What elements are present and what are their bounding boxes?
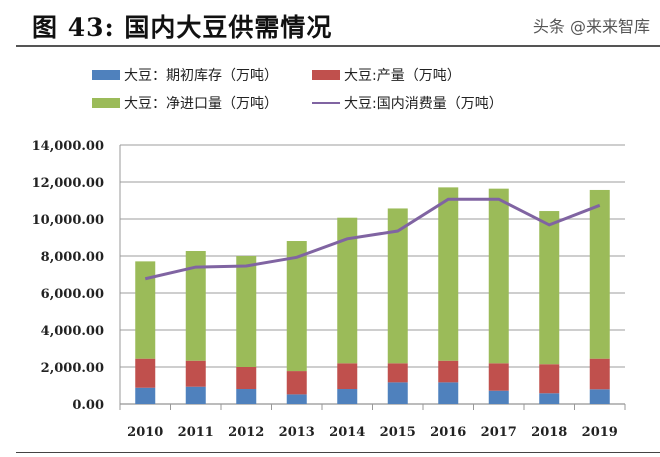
- bar-segment: [589, 389, 610, 404]
- bar-segment: [337, 217, 358, 364]
- bar-segment: [236, 256, 257, 367]
- legend-label: 大豆:国内消费量（万吨）: [344, 96, 503, 112]
- bar-segment: [135, 261, 156, 359]
- legend-label: 大豆:产量（万吨）: [344, 68, 461, 84]
- consumption-line: [144, 197, 601, 281]
- figure-title: 图 43: 国内大豆供需情况: [32, 13, 333, 42]
- bar-segment: [387, 382, 408, 404]
- bar-segment: [135, 387, 156, 404]
- x-tick-label: 2010: [127, 425, 163, 440]
- bar-segment: [539, 211, 560, 365]
- bottom-divider: [16, 452, 660, 453]
- x-tick-label: 2017: [481, 425, 517, 440]
- bar-segment: [286, 371, 307, 395]
- bar-segment: [185, 360, 206, 387]
- y-tick-label: 6,000.00: [41, 287, 104, 302]
- x-tick-label: 2011: [178, 425, 214, 440]
- bar-segment: [236, 389, 257, 404]
- y-tick-label: 0.00: [72, 398, 104, 413]
- bar-segment: [589, 358, 610, 390]
- bar-segment: [236, 367, 257, 390]
- bar-segment: [337, 363, 358, 390]
- bar-segment: [539, 393, 560, 404]
- watermark: 头条 @来来智库: [533, 17, 650, 36]
- bar-segment: [488, 188, 509, 364]
- bar-segment: [488, 363, 509, 391]
- x-tick-label: 2012: [228, 425, 264, 440]
- y-tick-label: 12,000.00: [32, 176, 104, 191]
- bar-segment: [387, 363, 408, 383]
- legend-label: 大豆：期初库存（万吨）: [124, 67, 278, 84]
- bar-segment: [286, 241, 307, 372]
- legend-swatch: [92, 98, 120, 108]
- x-tick-label: 2014: [329, 425, 365, 440]
- x-tick-label: 2019: [582, 425, 618, 440]
- x-tick-label: 2016: [430, 425, 466, 440]
- y-tick-label: 2,000.00: [41, 361, 104, 376]
- bar-segment: [589, 189, 610, 359]
- bar-segment: [438, 187, 459, 361]
- legend-swatch: [92, 70, 120, 80]
- y-tick-label: 10,000.00: [32, 213, 104, 228]
- legend-swatch: [312, 70, 340, 80]
- bar-segment: [185, 251, 206, 361]
- title-divider: [16, 45, 660, 47]
- bar-segment: [438, 382, 459, 404]
- x-tick-label: 2015: [380, 425, 416, 440]
- bar-segment: [185, 386, 206, 404]
- bar-segment: [286, 394, 307, 404]
- x-tick-label: 2013: [279, 425, 315, 440]
- bar-segment: [135, 358, 156, 388]
- bar-segment: [337, 389, 358, 404]
- y-tick-label: 4,000.00: [41, 324, 104, 339]
- x-tick-label: 2018: [531, 425, 567, 440]
- bar-segment: [539, 364, 560, 394]
- y-tick-label: 14,000.00: [32, 139, 104, 154]
- bar-segment: [387, 208, 408, 364]
- bar-segment: [488, 390, 509, 404]
- legend-label: 大豆：净进口量（万吨）: [124, 96, 278, 112]
- bar-segment: [438, 360, 459, 383]
- y-tick-label: 8,000.00: [41, 250, 104, 265]
